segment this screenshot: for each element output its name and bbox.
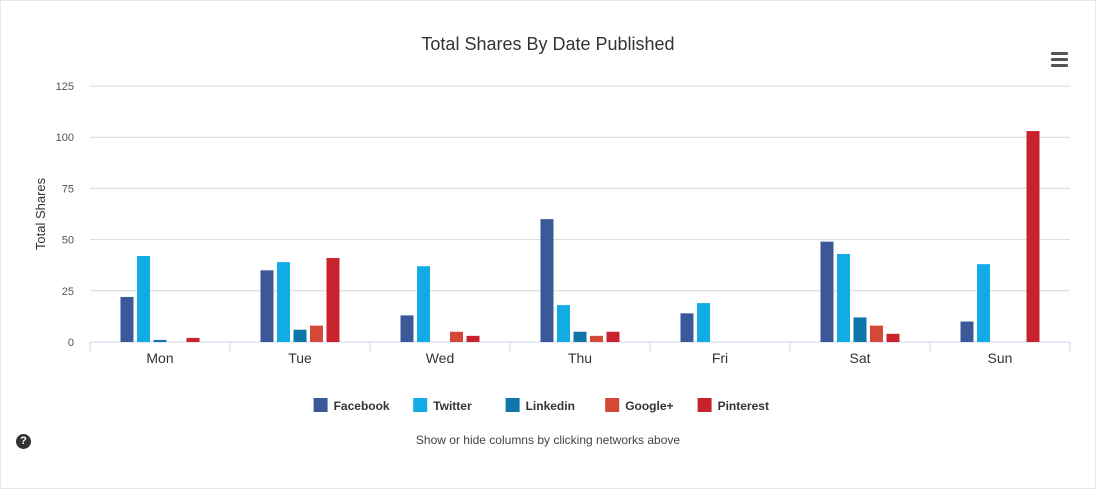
y-tick-label: 25 — [62, 286, 74, 298]
bar-pinterest-mon — [186, 337, 200, 342]
bar-google-sat — [870, 325, 883, 342]
legend-label: Pinterest — [718, 399, 769, 413]
bar-linkedin-thu — [573, 331, 587, 342]
bar-twitter-mon — [137, 255, 150, 342]
legend-swatch — [313, 398, 328, 412]
y-tick-label: 75 — [62, 183, 74, 195]
legend-item-facebook[interactable]: Facebook — [313, 398, 390, 413]
bar-pinterest-sat — [886, 333, 900, 342]
bar-twitter-sat — [837, 253, 850, 342]
legend-item-pinterest[interactable]: Pinterest — [697, 398, 769, 413]
legend-label: Twitter — [433, 399, 472, 413]
bar-google-tue — [310, 325, 323, 342]
bar-facebook-thu — [540, 219, 554, 342]
y-axis-ticks: 0 25 50 75 100 125 — [56, 81, 74, 349]
bar-facebook-sat — [820, 241, 834, 342]
bar-twitter-thu — [557, 305, 570, 342]
legend-label: Linkedin — [526, 399, 575, 413]
y-tick-label: 0 — [68, 337, 74, 349]
bar-twitter-tue — [277, 262, 290, 342]
bar-twitter-wed — [417, 266, 430, 342]
hint-text: Show or hide columns by clicking network… — [415, 433, 681, 447]
x-tick-label: Mon — [146, 350, 173, 366]
legend-item-linkedin[interactable]: Linkedin — [505, 398, 575, 413]
bar-facebook-sun — [960, 321, 974, 342]
y-tick-label: 50 — [62, 235, 74, 247]
bar-google-wed — [450, 331, 463, 342]
bar-pinterest-wed — [466, 335, 480, 342]
legend-swatch — [605, 398, 620, 412]
legend-label: Google+ — [625, 399, 673, 413]
x-tick-label: Tue — [288, 350, 312, 366]
bars — [120, 131, 1040, 342]
y-tick-label: 125 — [56, 81, 74, 93]
legend-swatch — [697, 398, 712, 412]
bar-facebook-tue — [260, 270, 274, 342]
hamburger-menu-icon — [1046, 46, 1072, 67]
x-axis: Mon Tue Wed Thu Fri Sat Sun — [89, 342, 1071, 366]
bar-facebook-wed — [400, 315, 414, 342]
legend-item-google[interactable]: Google+ — [605, 398, 674, 413]
bar-facebook-fri — [680, 313, 694, 342]
bar-pinterest-thu — [606, 331, 620, 342]
y-axis-label: Total Shares — [33, 177, 48, 250]
x-tick-label: Thu — [568, 350, 592, 366]
x-tick-label: Wed — [426, 350, 455, 366]
x-tick-label: Fri — [712, 350, 728, 366]
y-tick-label: 100 — [56, 132, 74, 144]
x-tick-label: Sun — [988, 350, 1013, 366]
bar-google-thu — [590, 335, 603, 342]
legend-swatch — [413, 398, 428, 412]
bar-twitter-fri — [697, 303, 710, 342]
bar-linkedin-sat — [853, 317, 867, 342]
bar-linkedin-tue — [293, 329, 307, 342]
bar-facebook-mon — [120, 296, 134, 342]
bar-pinterest-tue — [326, 258, 340, 342]
legend-swatch — [505, 398, 520, 412]
help-icon[interactable]: ? — [16, 434, 31, 449]
chart-menu-button[interactable] — [1046, 46, 1072, 70]
legend[interactable]: Facebook Twitter Linkedin Google+ Pinterest — [313, 398, 769, 413]
legend-item-twitter[interactable]: Twitter — [413, 398, 472, 413]
chart-title: Total Shares By Date Published — [421, 34, 674, 54]
grid-lines — [90, 85, 1070, 343]
bar-twitter-sun — [977, 264, 990, 342]
bar-pinterest-sun — [1026, 131, 1040, 342]
bar-linkedin-mon — [153, 339, 167, 342]
legend-label: Facebook — [334, 399, 390, 413]
x-tick-label: Sat — [849, 350, 870, 366]
